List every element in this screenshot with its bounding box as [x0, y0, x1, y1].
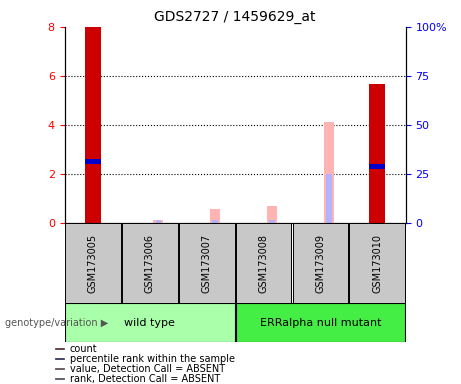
Text: rank, Detection Call = ABSENT: rank, Detection Call = ABSENT: [70, 374, 220, 384]
Bar: [213, 220, 218, 223]
Bar: [65, 223, 121, 303]
Bar: [65, 303, 235, 342]
Text: genotype/variation ▶: genotype/variation ▶: [5, 318, 108, 328]
Text: percentile rank within the sample: percentile rank within the sample: [70, 354, 235, 364]
Bar: [349, 223, 405, 303]
Title: GDS2727 / 1459629_at: GDS2727 / 1459629_at: [154, 10, 316, 25]
Bar: [369, 164, 385, 169]
Text: GSM173007: GSM173007: [201, 233, 212, 293]
Bar: [153, 220, 164, 223]
Text: value, Detection Call = ABSENT: value, Detection Call = ABSENT: [70, 364, 225, 374]
Bar: [122, 223, 177, 303]
Text: GSM173009: GSM173009: [315, 233, 325, 293]
Bar: [293, 223, 348, 303]
Bar: [269, 220, 275, 223]
Bar: [267, 205, 277, 223]
Bar: [210, 209, 220, 223]
Bar: [236, 223, 291, 303]
Bar: [369, 84, 385, 223]
Bar: [55, 358, 64, 359]
Bar: [85, 27, 101, 223]
Text: wild type: wild type: [124, 318, 175, 328]
Bar: [55, 368, 64, 369]
Bar: [55, 378, 64, 379]
Text: count: count: [70, 344, 97, 354]
Text: GSM173010: GSM173010: [372, 233, 382, 293]
Bar: [324, 122, 334, 223]
Bar: [155, 220, 161, 223]
Bar: [85, 159, 101, 164]
Text: GSM173005: GSM173005: [88, 233, 98, 293]
Bar: [179, 223, 235, 303]
Bar: [236, 303, 405, 342]
Bar: [326, 174, 332, 223]
Text: GSM173008: GSM173008: [259, 233, 269, 293]
Text: ERRalpha null mutant: ERRalpha null mutant: [260, 318, 381, 328]
Text: GSM173006: GSM173006: [145, 233, 155, 293]
Bar: [55, 348, 64, 349]
